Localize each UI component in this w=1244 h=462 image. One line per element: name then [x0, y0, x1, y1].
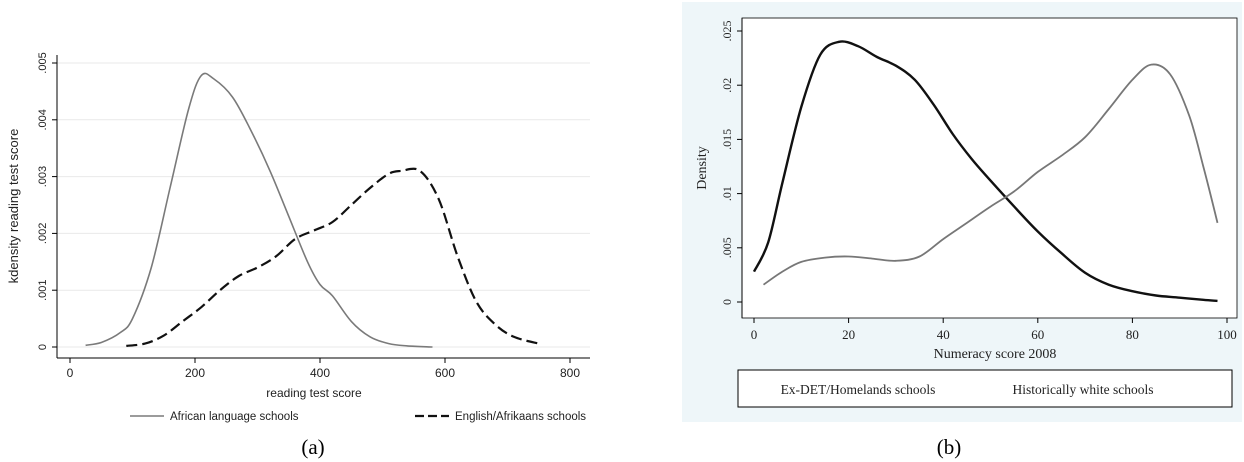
panel-a-legend: African language schools English/Afrikaan… [130, 411, 586, 423]
panel-a-y-axis-label: kdensity reading test score [6, 129, 21, 284]
panel-b-legend: Ex-DET/Homelands schools Historically whi… [781, 382, 1154, 397]
panel-a-x-tick-label: 600 [435, 366, 455, 380]
panel-b-x-tick-label: 40 [937, 327, 950, 342]
panel-b-y-axis-label: Density [695, 146, 710, 190]
panel-a-series [85, 72, 540, 348]
panel-b-y-ticks: 0 .005 .01 .015 .02 .025 [720, 21, 742, 305]
panel-a-x-tick-label: 400 [310, 366, 330, 380]
panel-a-x-ticks: 0 200 400 600 800 [67, 358, 580, 380]
panel-b-legend-box [737, 369, 1233, 408]
panel-b-legend-label: Ex-DET/Homelands schools [781, 382, 936, 397]
panel-a-y-tick-label: 0 [37, 344, 49, 350]
panel-a-x-tick-label: 800 [560, 366, 580, 380]
panel-a-y-tick-label: .002 [37, 223, 49, 244]
panel-a-caption: (a) [301, 435, 324, 459]
panel-b-y-tick-label: 0 [720, 299, 734, 305]
panel-a-x-tick-label: 0 [67, 366, 74, 380]
panel-a-y-tick-label: .004 [37, 109, 49, 130]
panel-b-x-ticks: 0 20 40 60 80 100 [751, 318, 1237, 342]
panel-b-series-historically-white-schools [762, 63, 1219, 286]
panel-b-series-ex-det-homelands-schools [752, 40, 1218, 303]
panel-a-legend-label: African language schools [170, 411, 299, 423]
panel-b-y-tick-label: .025 [720, 21, 734, 42]
panel-b-chart: 0 .005 .01 .015 .02 .025 0 20 40 60 80 100 Numerac… [682, 2, 1242, 459]
panel-b-x-tick-label: 100 [1217, 327, 1237, 342]
panel-b-y-tick-label: .005 [720, 237, 734, 258]
panel-a-series-african-language-schools [85, 72, 433, 348]
panel-b-y-tick-label: .02 [720, 78, 734, 93]
panel-a-x-tick-label: 200 [185, 366, 205, 380]
panel-b-x-tick-label: 20 [842, 327, 855, 342]
panel-b-y-tick-label: .015 [720, 129, 734, 150]
panel-a-y-tick-label: .005 [37, 52, 49, 73]
panel-a-legend-label: English/Afrikaans schools [455, 411, 586, 423]
panel-b-x-tick-label: 0 [751, 327, 758, 342]
panel-a-y-tick-label: .001 [37, 279, 49, 300]
panel-b-caption: (b) [937, 435, 962, 459]
panel-a-series-english-afrikaans-schools [126, 167, 540, 347]
panel-b-x-tick-label: 80 [1126, 327, 1139, 342]
panel-a-x-axis-label: reading test score [266, 386, 362, 400]
panel-b-plot-region [741, 17, 1238, 319]
panel-b-legend-label: Historically white schools [1013, 382, 1154, 397]
panel-a-y-tick-label: .003 [37, 166, 49, 187]
panel-b-y-tick-label: .01 [720, 186, 734, 201]
panel-a-y-ticks: 0 .001 .002 .003 .004 .005 [37, 52, 57, 350]
panel-b-series [752, 40, 1219, 303]
panel-a-grid [57, 62, 590, 348]
panel-a-chart: 0 .001 .002 .003 .004 .005 0 200 400 600 800 read… [6, 52, 590, 459]
panel-b-x-axis-label: Numeracy score 2008 [934, 347, 1057, 362]
panel-b-x-tick-label: 60 [1031, 327, 1044, 342]
